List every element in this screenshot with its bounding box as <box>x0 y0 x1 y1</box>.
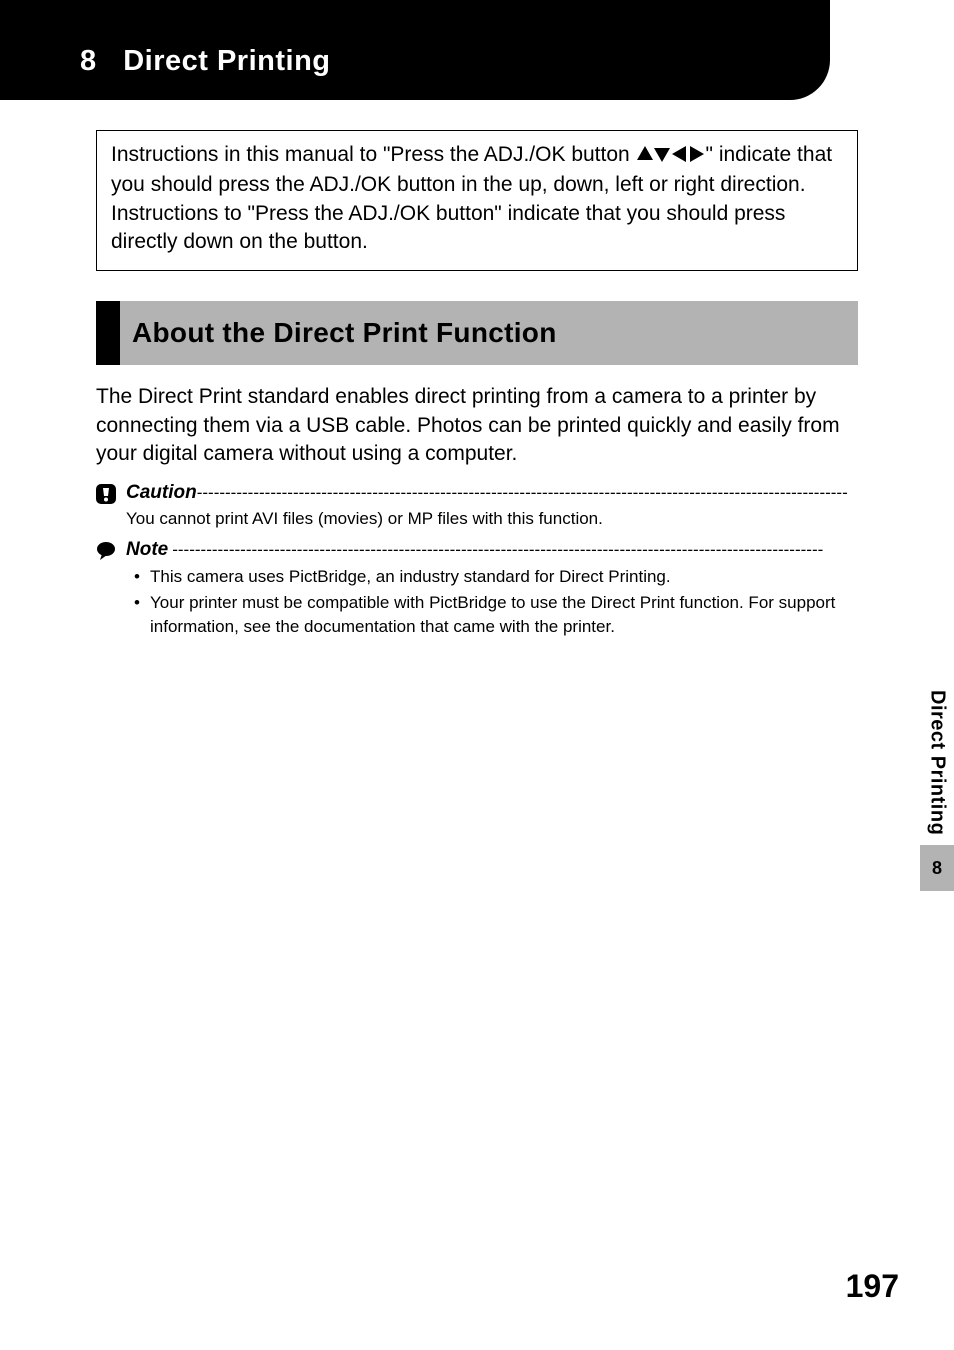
section-heading: About the Direct Print Function <box>96 301 858 365</box>
list-item: Your printer must be compatible with Pic… <box>126 591 858 639</box>
note-content: Note------------------------------------… <box>126 539 858 640</box>
side-tab: Direct Printing 8 <box>920 690 954 891</box>
section-heading-text: About the Direct Print Function <box>120 301 858 365</box>
note-label: Note <box>126 539 168 561</box>
caution-callout: Caution---------------------------------… <box>96 482 858 531</box>
caution-content: Caution---------------------------------… <box>126 482 858 531</box>
page-content: Instructions in this manual to "Press th… <box>0 100 954 641</box>
note-icon <box>96 541 116 561</box>
side-tab-number: 8 <box>920 845 954 891</box>
list-item: This camera uses PictBridge, an industry… <box>126 565 858 589</box>
instruction-text-before: Instructions in this manual to "Press th… <box>111 143 636 166</box>
chapter-title: Direct Printing <box>123 45 330 77</box>
caution-label-line: Caution---------------------------------… <box>126 482 858 504</box>
note-callout: Note------------------------------------… <box>96 539 858 640</box>
chapter-number: 8 <box>80 45 97 77</box>
chapter-header: 8 Direct Printing <box>0 0 830 100</box>
note-label-line: Note------------------------------------… <box>126 539 858 561</box>
page-number: 197 <box>846 1268 899 1305</box>
caution-dashes: ----------------------------------------… <box>197 483 858 503</box>
note-bullets: This camera uses PictBridge, an industry… <box>126 565 858 638</box>
instruction-box: Instructions in this manual to "Press th… <box>96 130 858 271</box>
body-paragraph: The Direct Print standard enables direct… <box>96 383 858 468</box>
dpad-arrows-icon <box>636 143 706 171</box>
caution-label: Caution <box>126 482 197 504</box>
caution-icon <box>96 484 116 504</box>
caution-body: You cannot print AVI files (movies) or M… <box>126 508 858 531</box>
side-tab-label: Direct Printing <box>926 690 949 845</box>
note-dashes: ----------------------------------------… <box>172 540 858 560</box>
section-heading-bullet <box>96 301 120 365</box>
